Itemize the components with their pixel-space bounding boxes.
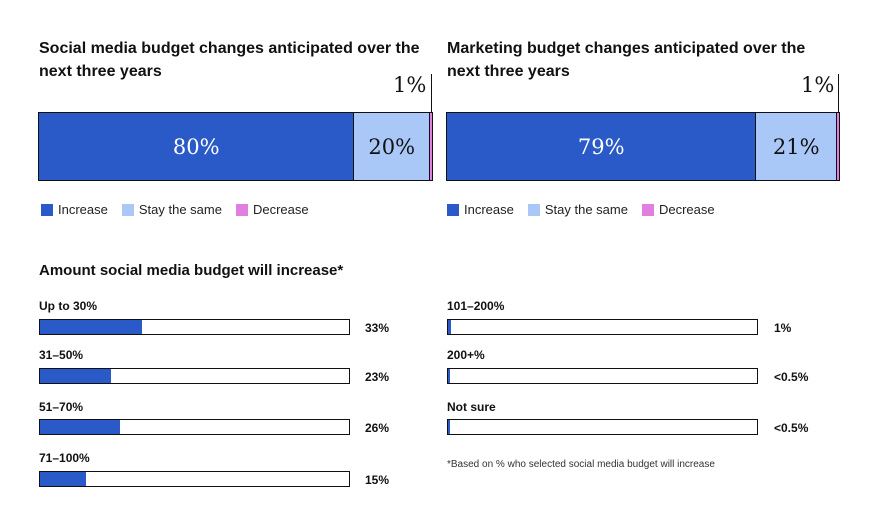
value-label: 26% bbox=[365, 421, 390, 435]
value-label: 15% bbox=[365, 473, 390, 487]
legend-label: Increase bbox=[464, 202, 514, 217]
value-label: <0.5% bbox=[774, 421, 809, 435]
bar-track bbox=[447, 368, 758, 384]
chart2-segment-decrease bbox=[837, 113, 839, 180]
chart2-legend: Increase Stay the same Decrease bbox=[447, 202, 729, 217]
chart1-increase-label: 80% bbox=[172, 134, 220, 159]
legend-item-increase: Increase bbox=[447, 202, 514, 217]
chart2-segment-same: 21% bbox=[756, 113, 838, 180]
bar-track bbox=[39, 319, 350, 335]
legend-label: Stay the same bbox=[544, 202, 628, 217]
value-label: 1% bbox=[774, 321, 792, 335]
value-label: 33% bbox=[365, 321, 390, 335]
value-label: 23% bbox=[365, 370, 390, 384]
chart2-decrease-label: 1% bbox=[801, 73, 835, 97]
legend-swatch bbox=[447, 203, 459, 216]
chart2-decrease-tick bbox=[838, 74, 839, 112]
bar-fill bbox=[448, 369, 451, 383]
chart1-segment-decrease bbox=[430, 113, 432, 180]
bar-fill bbox=[40, 369, 112, 383]
category-label: 101–200% bbox=[447, 299, 505, 313]
legend-label: Decrease bbox=[658, 202, 715, 217]
legend-label: Increase bbox=[58, 202, 108, 217]
chart2-segment-increase: 79% bbox=[447, 113, 757, 180]
legend-swatch bbox=[41, 203, 53, 216]
chart1-title: Social media budget changes anticipated … bbox=[39, 40, 420, 80]
legend-swatch bbox=[527, 203, 540, 216]
bar-track bbox=[447, 319, 758, 335]
bar-fill bbox=[448, 420, 451, 434]
chart1-decrease-label: 1% bbox=[393, 73, 427, 97]
category-label: Up to 30% bbox=[39, 299, 98, 313]
category-label: 200+% bbox=[447, 348, 485, 362]
chart1-decrease-tick bbox=[431, 74, 432, 112]
bar-fill bbox=[40, 320, 142, 334]
legend-swatch bbox=[121, 203, 134, 216]
bar-track bbox=[39, 419, 350, 435]
legend-swatch bbox=[641, 203, 654, 216]
category-label: Not sure bbox=[447, 400, 496, 414]
chart2-title: Marketing budget changes anticipated ove… bbox=[447, 40, 806, 80]
legend-label: Decrease bbox=[252, 202, 309, 217]
bar-track bbox=[39, 471, 350, 487]
chart3-title: Amount social media budget will increase… bbox=[39, 262, 344, 279]
legend-item-decrease: Decrease bbox=[641, 202, 715, 217]
value-label: <0.5% bbox=[774, 370, 809, 384]
bar-fill bbox=[448, 320, 452, 334]
chart2-stacked-bar: 79% 21% bbox=[446, 112, 840, 181]
bar-fill bbox=[40, 420, 121, 434]
chart2-same-label: 21% bbox=[772, 134, 820, 159]
legend-swatch bbox=[235, 203, 248, 216]
legend-item-same: Stay the same bbox=[527, 202, 628, 217]
legend-item-increase: Increase bbox=[41, 202, 108, 217]
chart1-segment-same: 20% bbox=[354, 113, 431, 180]
legend-label: Stay the same bbox=[138, 202, 222, 217]
category-label: 71–100% bbox=[39, 451, 90, 465]
category-label: 31–50% bbox=[39, 348, 84, 362]
bar-track bbox=[39, 368, 350, 384]
footnote: *Based on % who selected social media bu… bbox=[447, 459, 715, 470]
bar-track bbox=[447, 419, 758, 435]
legend-item-same: Stay the same bbox=[121, 202, 222, 217]
chart1-stacked-bar: 80% 20% bbox=[38, 112, 433, 181]
bar-fill bbox=[40, 472, 87, 486]
chart1-same-label: 20% bbox=[368, 134, 416, 159]
chart1-legend: Increase Stay the same Decrease bbox=[41, 202, 323, 217]
category-label: 51–70% bbox=[39, 400, 84, 414]
chart2-increase-label: 79% bbox=[577, 134, 625, 159]
legend-item-decrease: Decrease bbox=[235, 202, 309, 217]
chart1-segment-increase: 80% bbox=[39, 113, 355, 180]
